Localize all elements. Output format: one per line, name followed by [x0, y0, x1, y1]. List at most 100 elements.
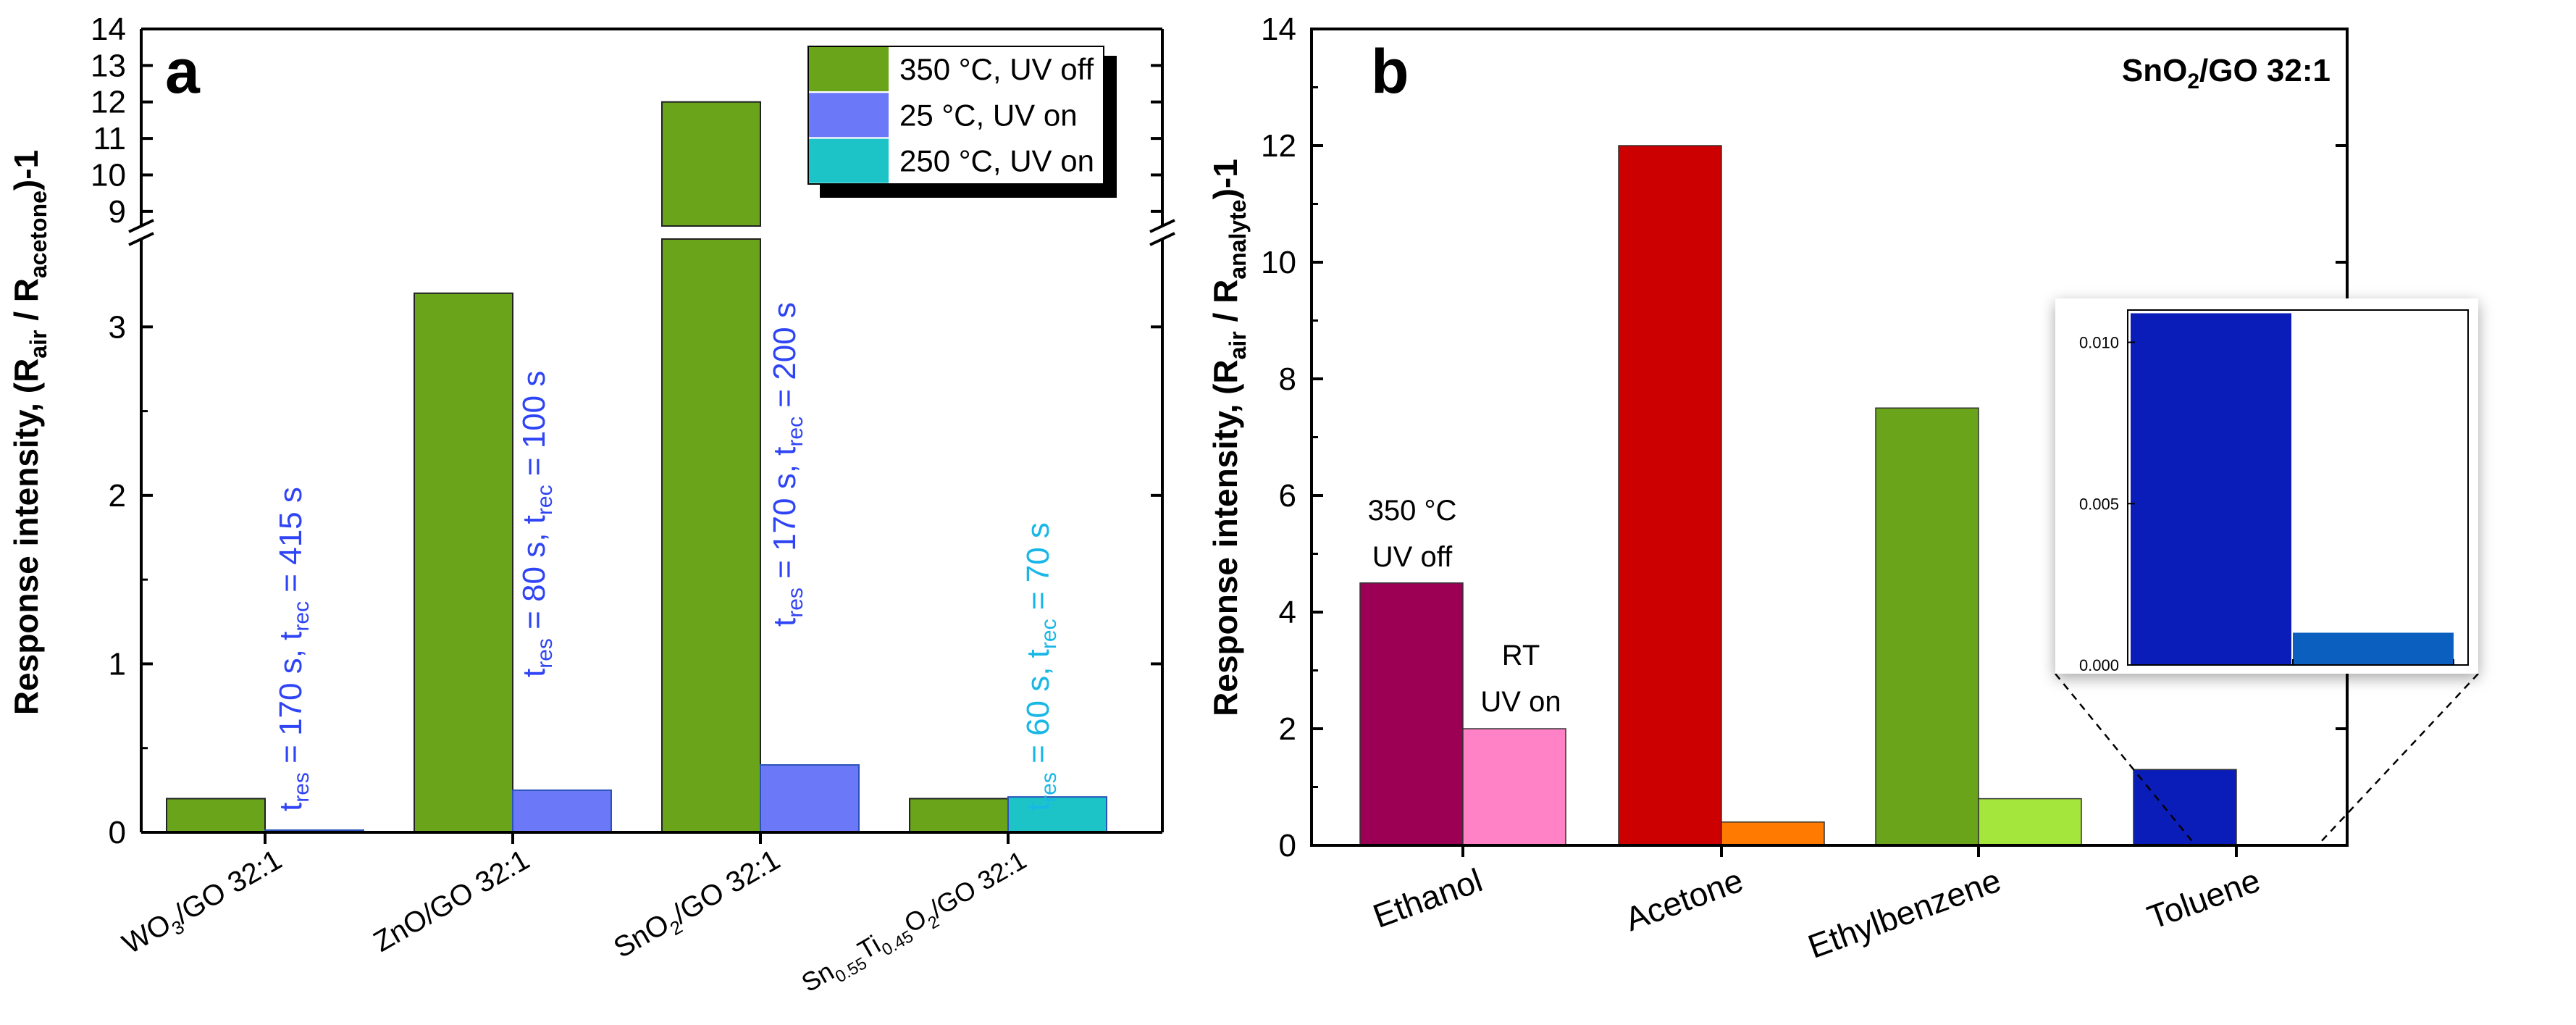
svg-text:8: 8	[1279, 361, 1296, 397]
bar-ethylbenzene-350c-uv-off	[1875, 407, 1979, 846]
svg-text:12: 12	[1261, 128, 1296, 164]
y-tick-2: 2	[109, 478, 1162, 514]
timing-annotation-2: tres = 80 s, trec = 100 s	[516, 371, 557, 677]
panel-b-y-label: Response intensity, (Rair / Ranalyte)-1	[1207, 159, 1251, 716]
y-tick-13: 13	[91, 48, 1162, 83]
svg-text:UV on: UV on	[1480, 686, 1561, 718]
timing-annotation-4: tres = 60 s, trec = 70 s	[1020, 522, 1061, 811]
bar-25c-uv-on-3	[760, 763, 860, 834]
y-tick-1: 1	[109, 646, 1162, 682]
b-y-tick-0: 0	[1279, 828, 2347, 863]
svg-text:13: 13	[91, 48, 126, 83]
svg-text:2: 2	[1279, 711, 1296, 747]
svg-text:14: 14	[91, 12, 126, 47]
b-x-label-ethylbenzene: Ethylbenzene	[1803, 861, 2006, 966]
svg-text:6: 6	[1279, 478, 1296, 514]
annotation-rt-uv-on: RT UV on	[1480, 640, 1561, 718]
inset-y-tick: 0.005	[2079, 495, 2135, 513]
annotation-350c-uv-off: 350 °C UV off	[1368, 495, 1457, 573]
b-x-label-ethanol: Ethanol	[1368, 861, 1487, 935]
bar-ethanol-rt-uv-on	[1462, 728, 1566, 846]
b-y-tick-2: 2	[1279, 711, 2347, 747]
panel-a-annotations: tres = 170 s, trec = 415 s tres = 80 s, t…	[273, 302, 1061, 811]
timing-annotation-3: tres = 170 s, trec = 200 s	[767, 302, 807, 627]
y-tick-11: 11	[93, 121, 1162, 156]
y-tick-12: 12	[91, 85, 1162, 120]
y-tick-0: 0	[109, 815, 1162, 850]
panel-a-bars	[166, 101, 1107, 834]
inset-y-ticks: 0.000 0.005 0.010	[2079, 334, 2454, 674]
timing-annotation-1: tres = 170 s, trec = 415 s	[273, 487, 314, 811]
svg-text:0: 0	[109, 815, 126, 850]
panel-b-y-ticks: 0 2 4 6 8 10 12 14	[1261, 12, 2347, 863]
panel-b-letter: b	[1371, 37, 1409, 106]
svg-text:0.010: 0.010	[2079, 334, 2119, 352]
svg-text:0: 0	[1279, 828, 1296, 863]
bar-25c-uv-on-2	[512, 789, 612, 834]
toluene-inset: 0.000 0.005 0.010	[2055, 298, 2478, 674]
b-y-tick-10: 10	[1261, 245, 2347, 280]
b-y-tick-8: 8	[1279, 361, 2347, 397]
panel-a-legend: 350 °C, UV off 25 °C, UV on 250 °C, UV on	[807, 46, 1117, 198]
svg-text:14: 14	[1261, 12, 1296, 47]
bar-ethanol-350c-uv-off	[1359, 582, 1464, 846]
svg-text:0.005: 0.005	[2079, 495, 2119, 513]
inset-bar-350c-uv-off	[2131, 313, 2291, 665]
svg-text:11: 11	[93, 121, 126, 156]
b-y-tick-14: 14	[1261, 12, 2347, 47]
bar-ethylbenzene-rt-uv-on	[1978, 798, 2082, 846]
svg-text:350 °C, UV off: 350 °C, UV off	[899, 52, 1094, 86]
bar-250c-uv-on-4	[1007, 796, 1107, 834]
svg-text:3: 3	[109, 309, 126, 345]
svg-text:4: 4	[1279, 595, 1296, 630]
bar-350c-uv-off-4	[909, 798, 1009, 834]
svg-text:10: 10	[91, 157, 126, 193]
x-label-3: SnO2/GO 32:1	[608, 844, 788, 969]
inset-frame	[2127, 309, 2469, 666]
svg-text:9: 9	[109, 194, 126, 230]
panel-b: 0 2 4 6 8 10 12 14 Ethanol Acetone Ethylbenzene To…	[1207, 12, 2479, 966]
bar-350c-uv-off-3	[661, 101, 761, 833]
bar-acetone-350c-uv-off	[1618, 145, 1722, 846]
inset-bar-rt-uv-on	[2293, 632, 2454, 665]
inset-y-tick: 0.000	[2079, 656, 2135, 674]
svg-text:12: 12	[91, 85, 126, 120]
b-x-label-toluene: Toluene	[2142, 861, 2265, 937]
inset-y-tick: 0.010	[2079, 334, 2135, 352]
y-tick-10: 10	[91, 157, 1162, 193]
svg-text:2: 2	[109, 478, 126, 514]
bar-350c-uv-off-1	[166, 798, 266, 834]
panel-a-x-ticks: WO3/GO 32:1 ZnO/GO 32:1 SnO2/GO 32:1Sn0.55…	[117, 832, 1034, 1002]
inset-zoom-lines	[2055, 673, 2479, 845]
svg-text:350 °C: 350 °C	[1368, 495, 1457, 527]
svg-text:1: 1	[109, 646, 126, 682]
b-y-tick-12: 12	[1261, 128, 2347, 164]
panel-a-letter: a	[165, 37, 201, 106]
svg-text:RT: RT	[1502, 640, 1540, 672]
svg-text:10: 10	[1261, 245, 1296, 280]
panel-a: tres = 170 s, trec = 415 s tres = 80 s, t…	[7, 12, 1175, 1002]
svg-text:250 °C, UV on: 250 °C, UV on	[899, 144, 1094, 178]
y-tick-3: 3	[109, 309, 1162, 345]
panel-b-bars	[1359, 145, 2237, 846]
y-tick-14: 14	[91, 12, 1162, 47]
bar-350c-uv-off-2	[414, 292, 513, 833]
svg-text:25 °C, UV on: 25 °C, UV on	[899, 98, 1078, 132]
bar-toluene-350c-uv-off	[2133, 769, 2237, 846]
legend-item-350c-uv-off: 350 °C, UV off	[809, 47, 1094, 91]
inset-bars	[2131, 313, 2454, 665]
panel-a-axis-break-marks	[128, 219, 1175, 246]
panel-a-y-label: Response intensity, (Rair / Racetone)-1	[7, 150, 51, 715]
x-label-4: Sn0.55Ti0.45O2/GO 32:1	[797, 845, 1034, 1002]
b-x-label-acetone: Acetone	[1620, 861, 1748, 939]
x-label-1: WO3/GO 32:1	[117, 844, 290, 965]
svg-text:0.000: 0.000	[2079, 656, 2119, 674]
panel-a-frame	[140, 28, 1164, 834]
legend-item-250c-uv-on: 250 °C, UV on	[809, 138, 1094, 183]
legend-item-25c-uv-on: 25 °C, UV on	[809, 93, 1078, 138]
x-label-2: ZnO/GO 32:1	[369, 844, 535, 958]
y-tick-9: 9	[109, 194, 1162, 230]
svg-text:UV off: UV off	[1372, 541, 1453, 573]
bar-acetone-rt-uv-on	[1721, 821, 1825, 846]
